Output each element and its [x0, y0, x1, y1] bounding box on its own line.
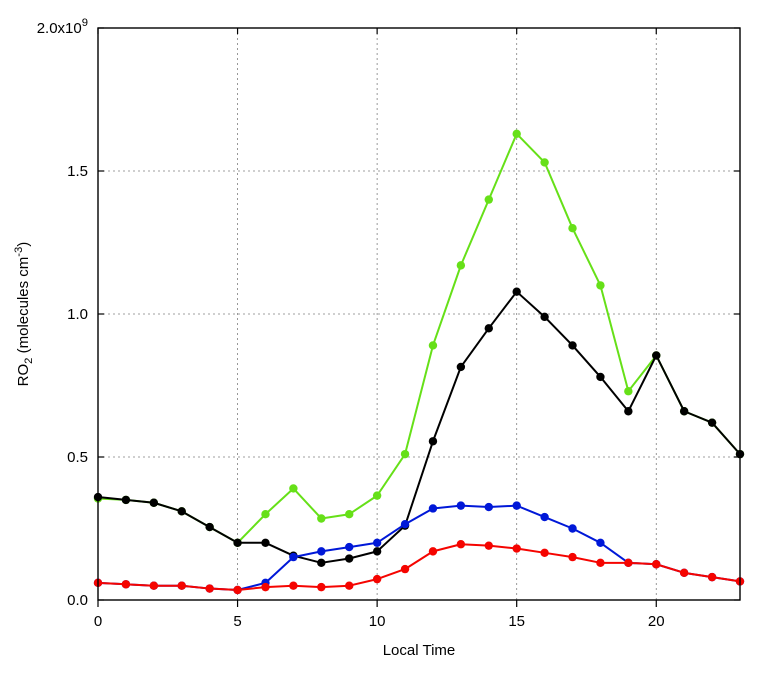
x-tick-label: 15	[508, 613, 525, 630]
x-tick-label: 20	[648, 613, 665, 630]
x-tick-label: 0	[94, 613, 102, 630]
x-tick-label: 5	[233, 613, 241, 630]
chart-canvas: 0 5 10 15 20 0.0 0.5 1.0 1.5 2.0x109 Local Time RO2…	[0, 0, 772, 678]
y-tick-label: 1.0	[67, 306, 88, 323]
x-tick-label: 10	[369, 613, 386, 630]
x-axis-label: Local Time	[383, 642, 456, 659]
y-tick-label: 0.5	[67, 449, 88, 466]
y-axis-label: RO2 (molecules cm-3)	[13, 242, 35, 387]
ro2-chart: 0 5 10 15 20 0.0 0.5 1.0 1.5 2.0x109 Local Time RO2…	[0, 0, 772, 678]
y-tick-label: 2.0x109	[37, 17, 88, 37]
y-tick-label: 1.5	[67, 163, 88, 180]
y-tick-label: 0.0	[67, 592, 88, 609]
